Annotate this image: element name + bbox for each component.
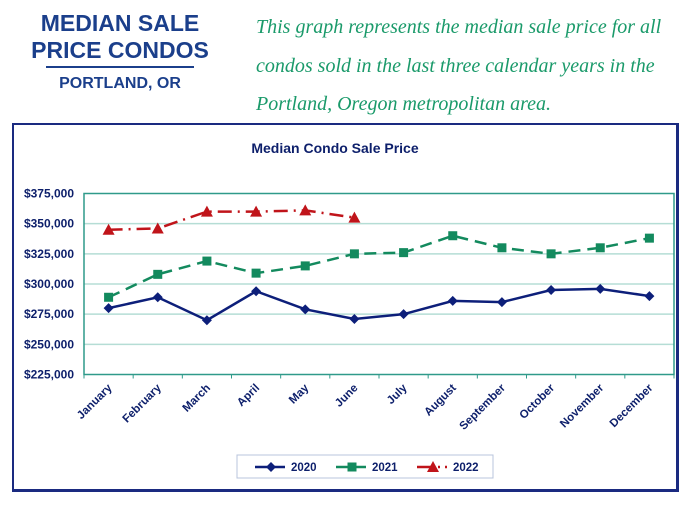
chart-frame [12, 123, 679, 492]
y-tick-label: $375,000 [24, 187, 74, 201]
x-tick-label: June [333, 382, 360, 409]
data-point-2022 [299, 204, 312, 216]
data-point-2020 [644, 291, 655, 302]
data-point-2021 [546, 249, 556, 259]
description-text: This graph represents the median sale pr… [256, 16, 662, 115]
y-tick-label: $225,000 [24, 368, 74, 382]
legend-label-2021: 2021 [372, 462, 398, 474]
x-tick-label: July [385, 382, 410, 407]
data-point-2020 [201, 315, 212, 326]
data-point-2020 [349, 313, 360, 324]
data-point-2021 [497, 243, 507, 253]
y-tick-label: $250,000 [24, 337, 74, 351]
data-point-2021 [448, 231, 458, 241]
data-point-2020 [103, 303, 114, 314]
y-tick-label: $325,000 [24, 247, 74, 261]
data-point-2021 [251, 268, 261, 278]
location-label: PORTLAND, OR [59, 75, 181, 92]
title-line2: PRICE CONDOS [31, 37, 209, 63]
x-tick-label: May [287, 382, 312, 407]
data-point-2022 [102, 223, 115, 235]
data-point-2022 [348, 211, 361, 223]
data-point-2021 [349, 249, 359, 259]
x-tick-label: April [235, 382, 262, 409]
legend: 2020 2021 2022 [236, 454, 494, 479]
data-point-2021 [595, 243, 605, 253]
chart-title: Median Condo Sale Price [251, 140, 418, 156]
data-point-2021 [300, 261, 310, 271]
data-point-2022 [250, 205, 263, 217]
series-line-2020 [108, 287, 650, 322]
legend-marker-2020 [266, 462, 276, 472]
title-divider [46, 66, 194, 68]
x-tick-label: November [558, 382, 607, 431]
data-point-2020 [398, 309, 409, 320]
data-point-2021 [153, 269, 163, 279]
data-point-2021 [399, 248, 409, 258]
x-tick-label: March [181, 382, 213, 414]
data-point-2020 [251, 286, 262, 297]
x-tick-label: September [458, 382, 509, 433]
legend-marker-2021 [347, 462, 357, 472]
data-point-2021 [644, 233, 654, 243]
data-point-2020 [496, 297, 507, 308]
x-tick-label: February [121, 382, 165, 426]
y-tick-label: $300,000 [24, 277, 74, 291]
data-point-2020 [300, 304, 311, 315]
legend-marker-2022 [427, 461, 439, 472]
title-line1: MEDIAN SALE [40, 10, 200, 36]
y-tick-label: $350,000 [24, 217, 74, 231]
header-block: MEDIAN SALE PRICE CONDOS PORTLAND, OR [20, 10, 220, 93]
data-point-2020 [447, 295, 458, 306]
data-point-2022 [200, 205, 213, 217]
x-tick-label: August [422, 382, 459, 419]
data-point-2021 [202, 256, 212, 266]
data-point-2022 [151, 222, 164, 234]
y-tick-label: $275,000 [24, 307, 74, 321]
data-point-2020 [152, 292, 163, 303]
x-tick-label: December [608, 382, 656, 430]
series-line-2022 [108, 209, 355, 231]
data-point-2020 [595, 283, 606, 294]
legend-label-2022: 2022 [453, 462, 479, 474]
x-tick-label: October [518, 382, 558, 422]
series-line-2021 [108, 234, 650, 299]
data-point-2020 [546, 285, 557, 296]
legend-label-2020: 2020 [291, 462, 317, 474]
x-tick-label: January [75, 382, 115, 422]
data-point-2021 [104, 292, 114, 302]
